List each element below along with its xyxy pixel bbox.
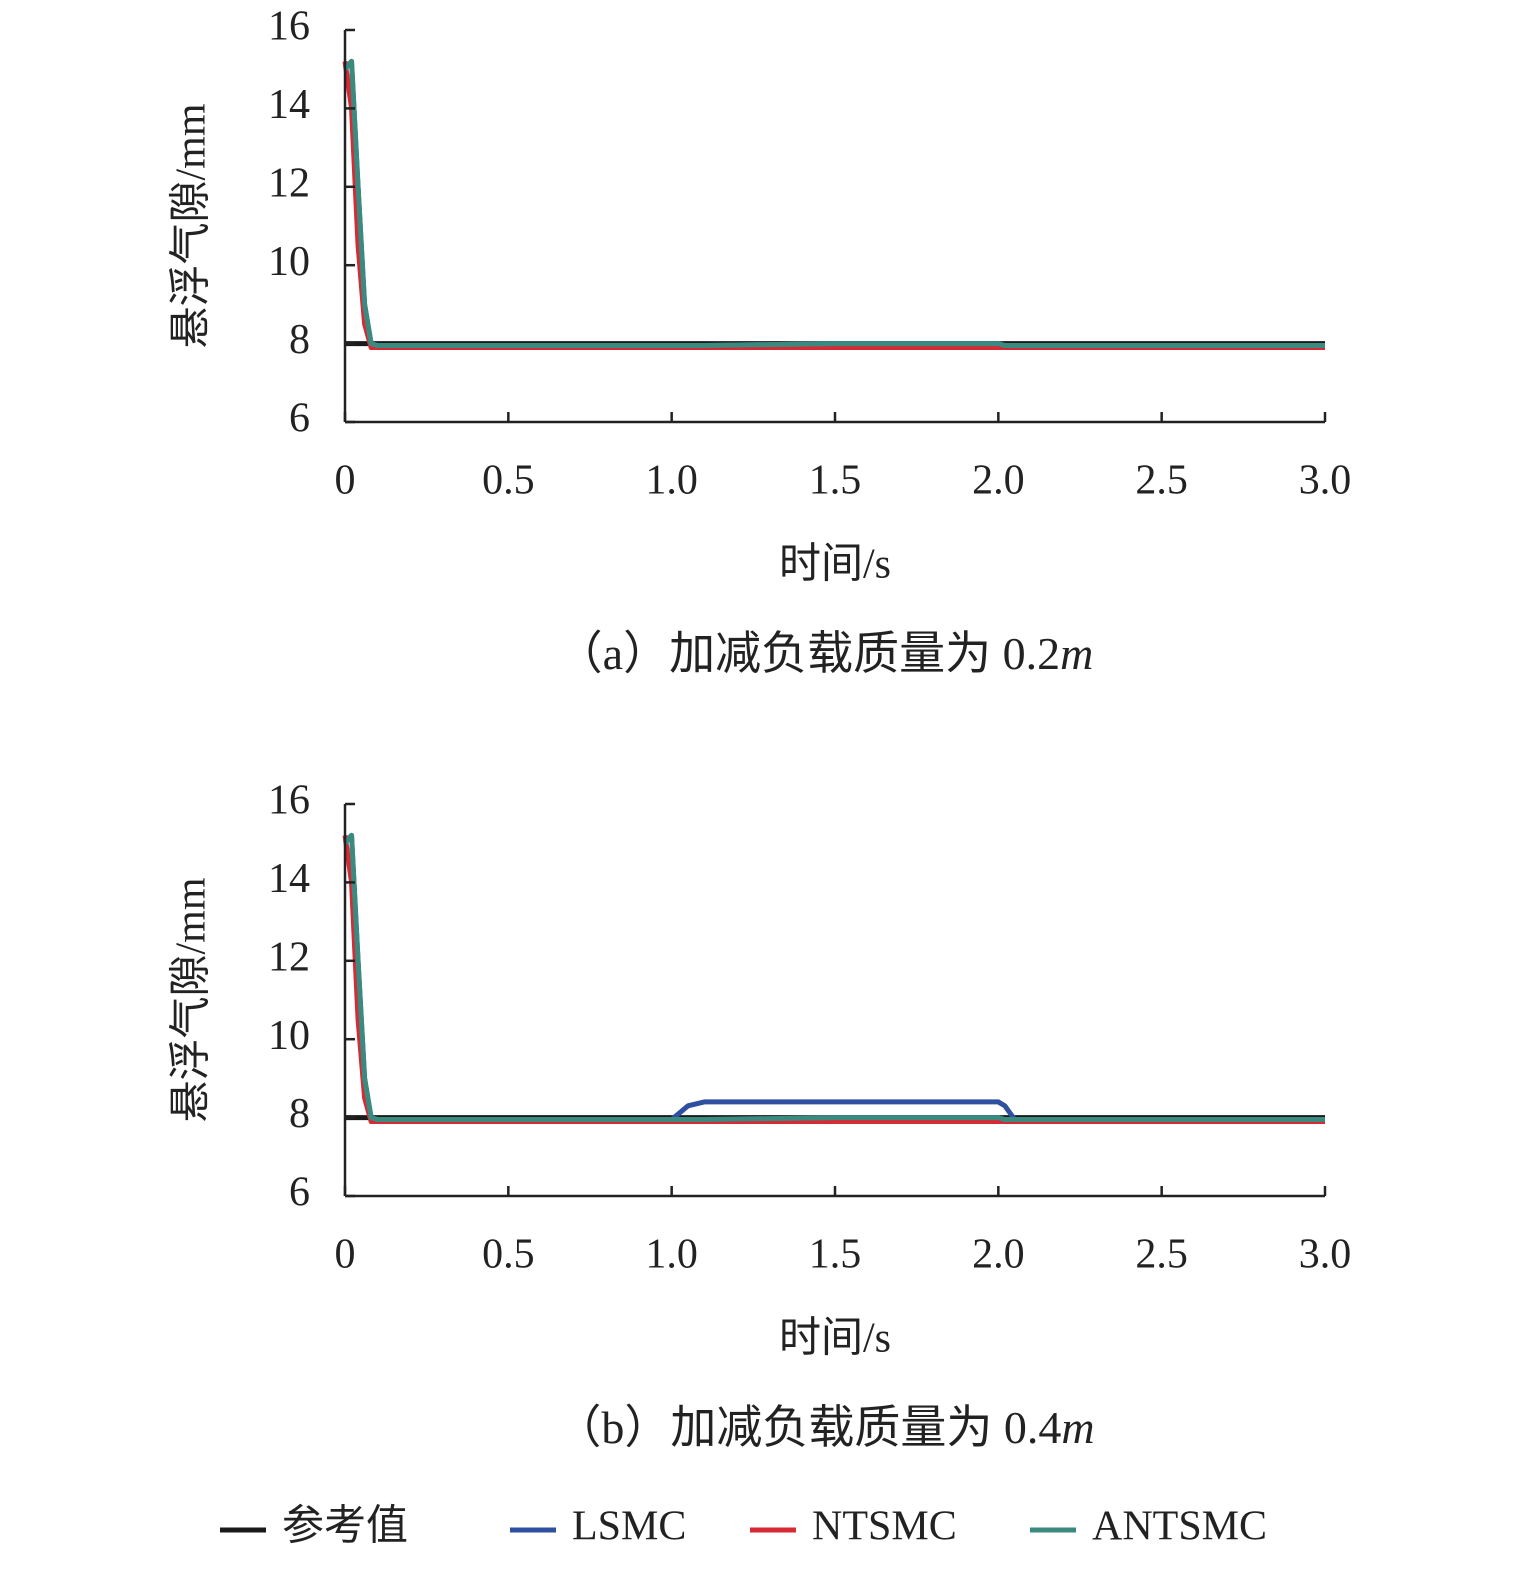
y-tick-label: 6: [289, 396, 310, 442]
data-line: [343, 58, 1325, 349]
y-tick-label: 10: [268, 1013, 310, 1059]
x-tick-label: 0: [335, 1232, 356, 1278]
x-tick-label: 1.0: [645, 1232, 698, 1278]
data-line: [343, 832, 1325, 1123]
caption-unit: m: [1060, 628, 1093, 679]
x-tick-label: 2.0: [972, 1232, 1025, 1278]
legend-label: ANTSMC: [1092, 1504, 1267, 1550]
y-tick-label: 16: [268, 4, 310, 50]
data-line: [342, 835, 1325, 1125]
legend-label: 参考值: [282, 1503, 408, 1550]
x-tick-label: 0.5: [482, 1232, 535, 1278]
legend-label: NTSMC: [812, 1504, 957, 1550]
caption: （b）加减负载质量为 0.4m: [555, 1402, 1094, 1453]
y-tick-label: 16: [268, 778, 310, 824]
x-axis-label: 时间/s: [779, 1316, 891, 1362]
caption: （a）加减负载质量为 0.2m: [557, 628, 1094, 679]
y-tick-label: 6: [289, 1170, 310, 1216]
y-axis-label: 悬浮气隙/mm: [169, 877, 215, 1122]
y-axis-label: 悬浮气隙/mm: [169, 103, 215, 348]
y-tick-label: 12: [268, 934, 310, 980]
caption-text: （b）加减负载质量为 0.4: [555, 1402, 1061, 1453]
x-tick-label: 1.5: [809, 458, 862, 504]
y-tick-label: 10: [268, 239, 310, 285]
x-tick-label: 0: [335, 458, 356, 504]
x-axis-label: 时间/s: [779, 542, 891, 588]
y-tick-label: 8: [289, 1091, 310, 1137]
y-tick-label: 14: [268, 82, 310, 128]
caption-unit: m: [1061, 1402, 1094, 1453]
y-tick-label: 12: [268, 160, 310, 206]
x-tick-label: 1.0: [645, 458, 698, 504]
y-tick-label: 14: [268, 856, 310, 902]
x-tick-label: 2.5: [1135, 1232, 1188, 1278]
data-line: [343, 58, 1325, 349]
x-tick-label: 3.0: [1299, 1232, 1352, 1278]
data-line: [343, 832, 1325, 1123]
caption-text: （a）加减负载质量为 0.2: [557, 628, 1060, 679]
x-tick-label: 0.5: [482, 458, 535, 504]
x-tick-label: 1.5: [809, 1232, 862, 1278]
y-tick-label: 8: [289, 317, 310, 363]
x-tick-label: 3.0: [1299, 458, 1352, 504]
x-tick-label: 2.5: [1135, 458, 1188, 504]
x-tick-label: 2.0: [972, 458, 1025, 504]
legend-label: LSMC: [572, 1504, 686, 1550]
data-line: [342, 61, 1325, 351]
